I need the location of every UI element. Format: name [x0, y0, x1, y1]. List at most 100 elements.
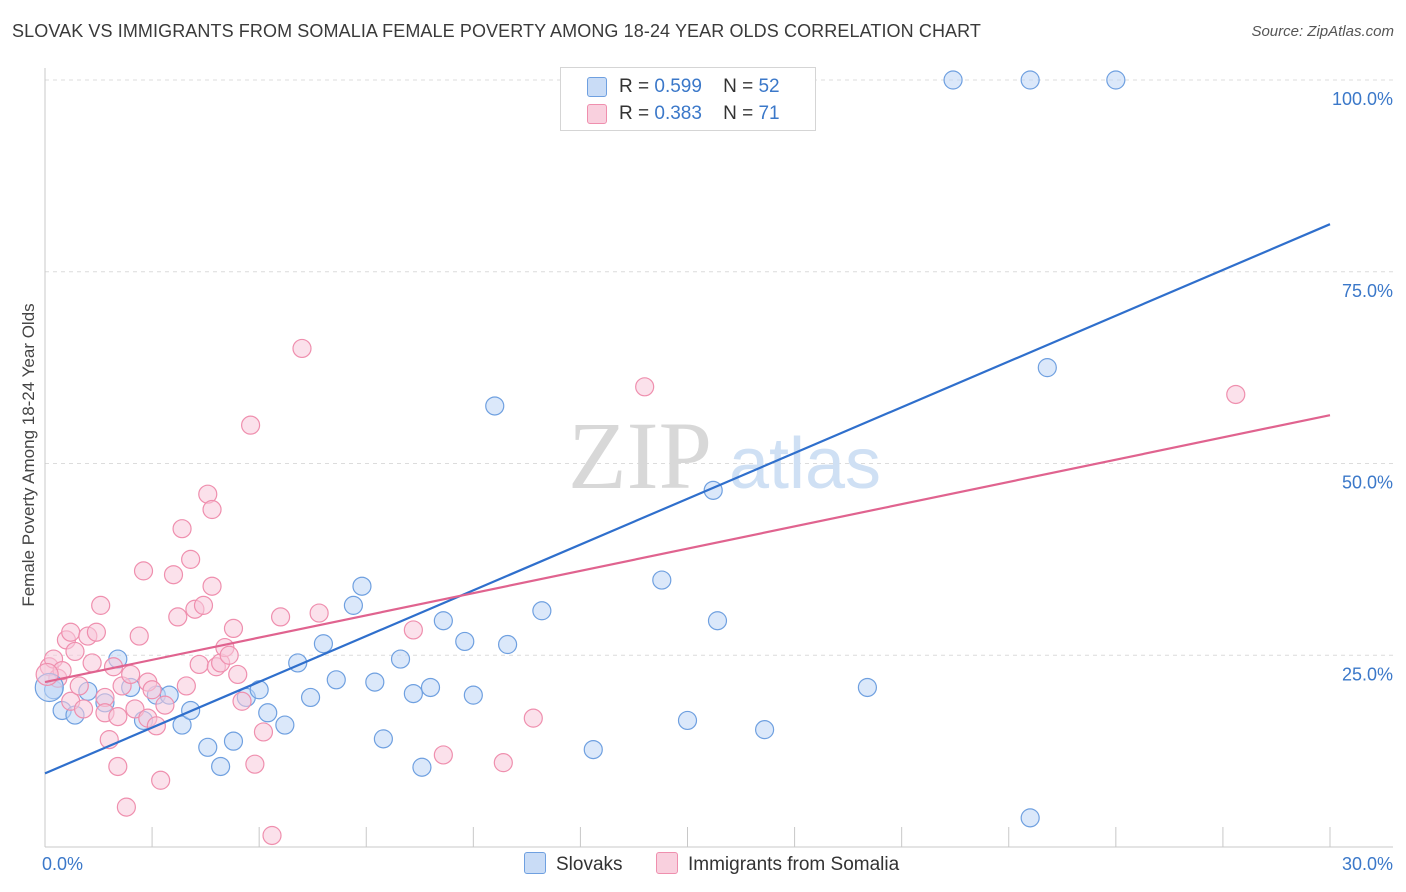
bottom-legend-somalia[interactable]: Immigrants from Somalia: [656, 852, 899, 876]
point-somalia: [292, 338, 312, 359]
point-slovaks: [652, 570, 672, 590]
point-somalia: [202, 576, 222, 596]
point-slovaks: [403, 683, 423, 704]
point-somalia: [309, 603, 329, 623]
point-slovaks: [943, 70, 963, 90]
point-slovaks: [365, 672, 385, 692]
point-somalia: [262, 825, 282, 846]
point-somalia: [61, 622, 81, 642]
point-slovaks: [352, 576, 372, 596]
y-tick-label: 100.0%: [1332, 89, 1393, 109]
point-somalia: [151, 770, 171, 790]
point-somalia: [189, 654, 209, 675]
point-slovaks: [498, 634, 518, 655]
x-tick-label: 0.0%: [42, 854, 83, 874]
trend-line-somalia: [44, 414, 1331, 684]
point-slovaks: [1037, 358, 1057, 378]
legend-n-label: N =: [723, 76, 754, 97]
point-slovaks: [343, 595, 363, 615]
point-somalia: [253, 722, 274, 742]
point-somalia: [270, 607, 291, 627]
watermark-atlas: atlas: [729, 424, 881, 504]
point-slovaks: [223, 731, 244, 751]
legend-r-value: 0.383: [654, 103, 702, 124]
point-somalia: [65, 641, 85, 662]
axes: [44, 68, 1393, 848]
point-slovaks: [390, 649, 411, 669]
gridlines: [45, 79, 1393, 656]
point-slovaks: [754, 720, 775, 740]
data-points: [34, 70, 1246, 846]
point-slovaks: [1020, 808, 1040, 828]
point-somalia: [142, 680, 162, 700]
trend-lines: [44, 223, 1331, 775]
y-tick-label: 75.0%: [1342, 281, 1393, 301]
point-somalia: [635, 377, 655, 397]
point-slovaks: [172, 715, 192, 735]
y-tick-label: 25.0%: [1342, 664, 1393, 684]
point-slovaks: [211, 756, 231, 777]
point-somalia: [163, 565, 184, 585]
legend-n-value: 71: [758, 103, 780, 124]
point-slovaks: [707, 611, 728, 631]
point-somalia: [121, 664, 141, 685]
y-axis-label: Female Poverty Among 18-24 Year Olds: [19, 303, 38, 606]
legend-r-label: R =: [619, 103, 650, 124]
point-somalia: [82, 653, 102, 673]
point-slovaks: [455, 631, 475, 652]
point-somalia: [223, 618, 244, 639]
bottom-legend-swatch-slovaks: [524, 852, 546, 874]
legend-r-value: 0.599: [654, 76, 702, 97]
point-slovaks: [300, 687, 321, 708]
point-somalia: [155, 695, 175, 715]
point-slovaks: [198, 737, 218, 757]
point-somalia: [91, 595, 111, 615]
watermark-zip: ZIP: [568, 402, 712, 509]
point-somalia: [193, 595, 214, 615]
bottom-legend-slovaks[interactable]: Slovaks: [524, 852, 623, 876]
point-somalia: [73, 699, 94, 719]
bottom-legend-swatch-somalia: [656, 852, 678, 874]
point-slovaks: [463, 685, 483, 705]
point-slovaks: [420, 677, 441, 698]
point-somalia: [181, 549, 201, 569]
tick-labels: 25.0% 50.0% 75.0% 100.0% 0.0% 30.0%: [42, 89, 1393, 874]
watermark: ZIP atlas: [568, 402, 881, 509]
point-somalia: [523, 708, 543, 728]
point-slovaks: [532, 601, 552, 621]
correlation-legend: R = 0.599 N = 52 R = 0.383 N = 71: [560, 67, 816, 131]
point-somalia: [86, 622, 107, 642]
point-somalia: [116, 797, 136, 817]
y-tick-label: 50.0%: [1342, 473, 1393, 493]
point-somalia: [228, 664, 248, 685]
bottom-legend-label-somalia: Immigrants from Somalia: [688, 854, 900, 875]
trend-line-slovaks: [44, 223, 1331, 775]
point-slovaks: [857, 677, 878, 698]
source-credit: Source: ZipAtlas.com: [1251, 23, 1394, 40]
point-somalia: [168, 607, 188, 627]
point-somalia: [129, 626, 149, 646]
point-slovaks: [373, 729, 393, 749]
legend-swatch-somalia: [587, 104, 607, 124]
point-slovaks: [313, 634, 334, 654]
point-slovaks: [412, 757, 432, 777]
point-somalia: [133, 561, 154, 581]
legend-n-value: 52: [758, 76, 780, 97]
point-slovaks: [258, 703, 278, 723]
point-slovaks: [1106, 70, 1126, 90]
point-somalia: [245, 754, 265, 774]
point-somalia: [232, 691, 252, 711]
point-slovaks: [433, 611, 453, 631]
x-tick-label: 30.0%: [1342, 854, 1393, 874]
point-somalia: [433, 745, 453, 765]
point-somalia: [108, 707, 128, 727]
bottom-legend-label-slovaks: Slovaks: [556, 854, 623, 875]
point-slovaks: [583, 739, 603, 760]
legend-r-label: R =: [619, 76, 650, 97]
chart-title: SLOVAK VS IMMIGRANTS FROM SOMALIA FEMALE…: [12, 21, 982, 41]
point-slovaks: [1020, 70, 1040, 90]
point-somalia: [202, 499, 222, 520]
point-somalia: [172, 519, 192, 539]
point-slovaks: [677, 710, 698, 731]
